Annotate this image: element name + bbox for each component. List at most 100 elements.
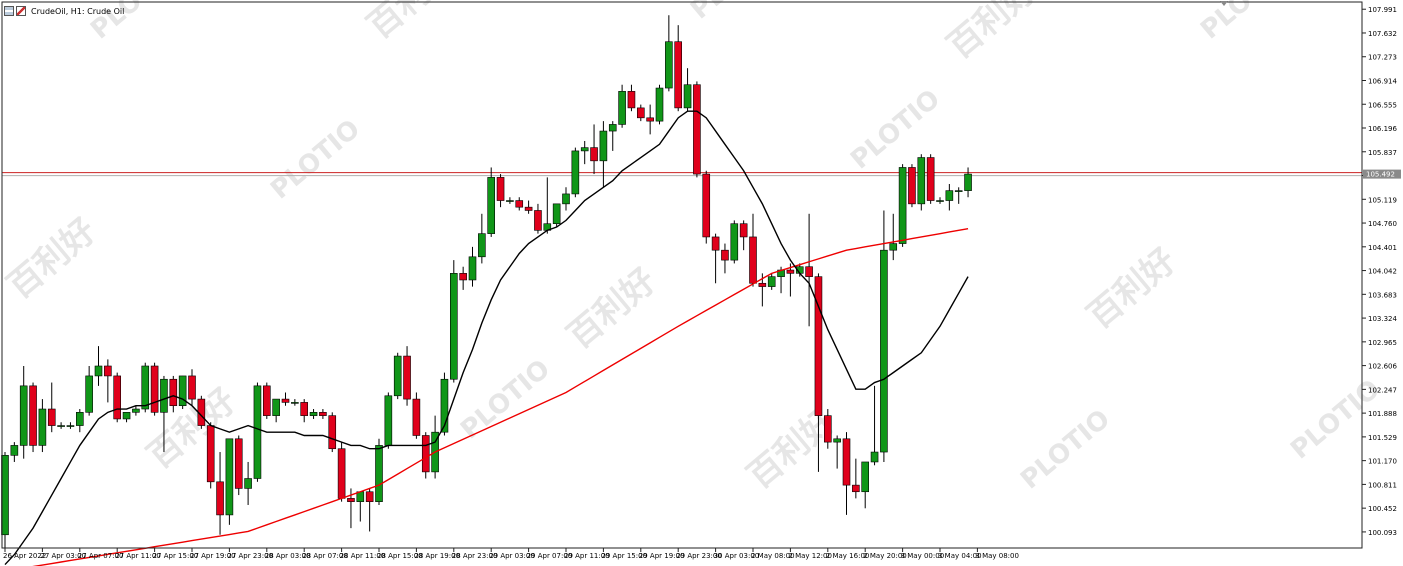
watermark-text: PLOTIO xyxy=(455,354,556,445)
candle-body xyxy=(337,448,346,499)
x-tick-label: 30 Apr 03:00 xyxy=(714,552,760,560)
candle-body xyxy=(29,385,37,446)
candle-body xyxy=(440,378,449,433)
candle-body xyxy=(19,385,28,446)
candle-body xyxy=(758,282,767,287)
price-line-layer xyxy=(2,172,1362,177)
x-tick-label: 27 Apr 11:00 xyxy=(115,552,161,560)
watermark-text: 百利好 xyxy=(360,0,464,47)
candle-body xyxy=(889,243,898,251)
y-tick-label: 100.452 xyxy=(1368,505,1397,513)
candle-body xyxy=(665,41,673,89)
candle-body xyxy=(786,269,795,274)
candle-body xyxy=(272,398,280,416)
candle-body xyxy=(627,91,636,109)
candle-body xyxy=(646,117,654,122)
candle-body xyxy=(38,408,47,446)
candle-body xyxy=(319,412,327,416)
candle-body xyxy=(76,412,84,426)
chart-menu-icon[interactable] xyxy=(4,6,14,16)
candle-body xyxy=(618,91,626,125)
watermark-text: PLOTIO xyxy=(685,0,786,25)
candle-body xyxy=(552,203,561,225)
watermark-text: 百利好 xyxy=(1080,241,1184,337)
candle-body xyxy=(852,484,860,493)
candlestick-series xyxy=(1,15,972,548)
candle-body xyxy=(964,173,972,191)
x-tick-label: 28 Apr 23:00 xyxy=(452,552,498,560)
x-tick-label: 2 May 12:00 xyxy=(788,552,832,560)
candle-body xyxy=(309,412,318,416)
candle-body xyxy=(683,84,692,109)
candle-body xyxy=(515,200,524,208)
candle-body xyxy=(580,147,589,152)
candle-body xyxy=(496,177,505,201)
candle-body xyxy=(608,124,617,132)
candle-body xyxy=(281,398,290,403)
y-tick-label: 101.888 xyxy=(1368,410,1397,418)
candle-body xyxy=(674,41,683,109)
candle-body xyxy=(253,385,262,479)
candle-body xyxy=(1,455,9,536)
candle-body xyxy=(291,402,299,404)
chart-title: CrudeOil, H1: Crude Oil xyxy=(31,6,125,16)
collapse-arrow-icon[interactable] xyxy=(1220,1,1228,6)
candle-body xyxy=(47,408,56,426)
candle-body xyxy=(478,233,486,258)
x-tick-label: 28 Apr 19:00 xyxy=(414,552,460,560)
x-tick-label: 29 Apr 23:00 xyxy=(676,552,722,560)
watermark-text: 百利好 xyxy=(940,0,1044,67)
watermark-text: PLOTIO xyxy=(265,114,366,205)
candle-body xyxy=(225,438,234,516)
candle-body xyxy=(300,402,309,416)
candle-body xyxy=(365,491,374,502)
x-tick-label: 2 May 08:00 xyxy=(751,552,795,560)
y-tick-label: 104.401 xyxy=(1368,244,1397,252)
y-tick-label: 107.632 xyxy=(1368,30,1397,38)
candle-body xyxy=(178,375,187,407)
x-tick-label: 27 Apr 07:00 xyxy=(78,552,124,560)
candle-body xyxy=(739,223,748,238)
candle-body xyxy=(384,395,393,446)
candle-body xyxy=(842,438,851,486)
y-tick-label: 103.683 xyxy=(1368,291,1397,299)
candle-body xyxy=(141,365,150,410)
x-tick-label: 27 Apr 15:00 xyxy=(153,552,199,560)
y-tick-label: 107.991 xyxy=(1368,6,1397,14)
candle-body xyxy=(814,276,823,416)
candle-body xyxy=(206,425,215,483)
y-tick-label: 102.965 xyxy=(1368,339,1397,347)
watermark-text: PLOTIO xyxy=(1195,0,1296,45)
fast-moving-average-line xyxy=(4,110,969,566)
candle-body xyxy=(749,236,757,284)
candle-body xyxy=(57,425,65,427)
current-price-tag xyxy=(1363,169,1401,179)
x-tick-label: 26 Apr 2022 xyxy=(3,552,46,560)
candle-body xyxy=(945,190,954,201)
candle-body xyxy=(917,157,926,205)
x-tick-label: 28 Apr 11:00 xyxy=(340,552,386,560)
watermark-text: 百利好 xyxy=(0,211,104,307)
candle-body xyxy=(262,385,271,416)
chart-type-icon[interactable] xyxy=(16,6,26,16)
y-tick-label: 101.170 xyxy=(1368,458,1397,466)
candle-body xyxy=(421,435,430,473)
x-tick-label: 3 May 00:00 xyxy=(901,552,945,560)
candle-body xyxy=(66,425,75,427)
candle-body xyxy=(188,375,196,400)
plot-border xyxy=(1,1,1363,549)
x-tick-label: 28 Apr 07:00 xyxy=(302,552,348,560)
y-tick-label: 102.606 xyxy=(1368,363,1397,371)
candle-body xyxy=(459,273,467,281)
y-tick-label: 105.837 xyxy=(1368,149,1397,157)
y-tick-label: 101.529 xyxy=(1368,434,1397,442)
candle-body xyxy=(150,365,159,413)
candle-body xyxy=(562,193,570,205)
y-tick-label: 106.555 xyxy=(1368,101,1397,109)
y-tick-label: 103.324 xyxy=(1368,315,1397,323)
x-tick-label: 3 May 08:00 xyxy=(975,552,1019,560)
candle-body xyxy=(328,415,337,450)
candle-body xyxy=(936,200,944,202)
